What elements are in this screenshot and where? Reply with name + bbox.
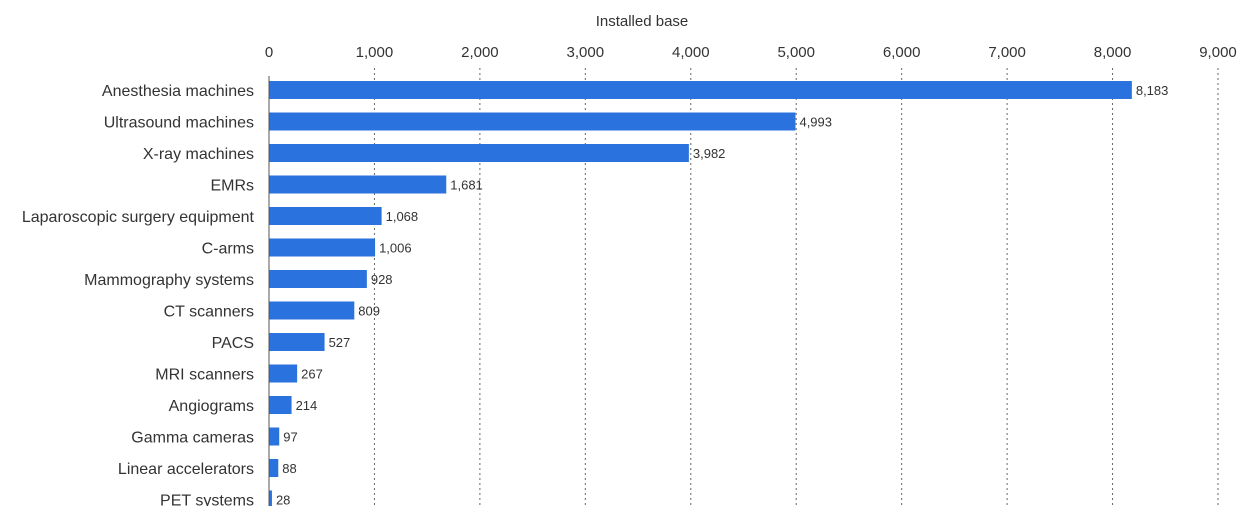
bar bbox=[269, 459, 279, 477]
bar bbox=[269, 364, 298, 383]
value-label: 88 bbox=[282, 461, 296, 476]
bar bbox=[269, 175, 447, 194]
x-tick-label: 9,000 bbox=[1199, 44, 1237, 61]
value-label: 8,183 bbox=[1136, 83, 1169, 98]
value-label: 3,982 bbox=[693, 146, 726, 161]
bars bbox=[269, 81, 1132, 506]
x-tick-label: 4,000 bbox=[672, 44, 710, 61]
category-label: PET systems bbox=[160, 493, 254, 506]
x-axis-ticks: 0 1,000 2,000 3,000 4,000 5,000 6,000 7,000 8,00… bbox=[265, 44, 1237, 61]
bar bbox=[269, 112, 796, 131]
value-label: 809 bbox=[358, 304, 380, 319]
bar bbox=[269, 144, 689, 162]
value-label: 4,993 bbox=[799, 115, 832, 130]
value-label: 1,681 bbox=[450, 178, 483, 193]
bar bbox=[269, 333, 325, 351]
category-label: Mammography systems bbox=[84, 272, 254, 289]
category-label: MRI scanners bbox=[155, 367, 254, 384]
x-tick-label: 3,000 bbox=[567, 44, 605, 61]
value-label: 214 bbox=[296, 398, 318, 413]
x-tick-label: 2,000 bbox=[461, 44, 499, 61]
category-label: X-ray machines bbox=[143, 146, 254, 163]
bar bbox=[269, 396, 292, 414]
value-label: 1,068 bbox=[386, 209, 419, 224]
category-label: Laparoscopic surgery equipment bbox=[22, 209, 255, 226]
value-labels: 8,183 4,993 3,982 1,681 1,068 1,006 928 809 527 2… bbox=[276, 83, 1168, 506]
gridlines bbox=[373, 68, 1219, 506]
x-tick-label: 0 bbox=[265, 44, 273, 61]
category-label: PACS bbox=[212, 335, 254, 352]
value-label: 28 bbox=[276, 493, 290, 506]
category-label: Linear accelerators bbox=[118, 461, 254, 478]
x-tick-label: 1,000 bbox=[356, 44, 394, 61]
bar bbox=[269, 427, 280, 446]
category-label: CT scanners bbox=[164, 304, 254, 321]
value-label: 267 bbox=[301, 367, 323, 382]
bar bbox=[269, 238, 376, 257]
bar bbox=[269, 301, 355, 320]
category-label: Gamma cameras bbox=[131, 430, 254, 447]
value-label: 527 bbox=[329, 335, 351, 350]
bar bbox=[269, 207, 382, 225]
category-labels: Anesthesia machines Ultrasound machines X-… bbox=[22, 83, 255, 506]
value-label: 97 bbox=[283, 430, 297, 445]
x-axis-title: Installed base bbox=[596, 13, 689, 30]
category-label: Anesthesia machines bbox=[102, 83, 254, 100]
x-tick-label: 6,000 bbox=[883, 44, 921, 61]
x-tick-label: 8,000 bbox=[1094, 44, 1132, 61]
category-label: Angiograms bbox=[169, 398, 254, 415]
x-tick-label: 5,000 bbox=[777, 44, 815, 61]
category-label: C-arms bbox=[202, 241, 254, 258]
value-label: 1,006 bbox=[379, 241, 412, 256]
value-label: 928 bbox=[371, 272, 393, 287]
bar bbox=[269, 81, 1132, 99]
x-tick-label: 7,000 bbox=[988, 44, 1026, 61]
category-label: Ultrasound machines bbox=[104, 115, 254, 132]
bar bbox=[269, 490, 272, 506]
category-label: EMRs bbox=[210, 178, 254, 195]
bar bbox=[269, 270, 367, 288]
